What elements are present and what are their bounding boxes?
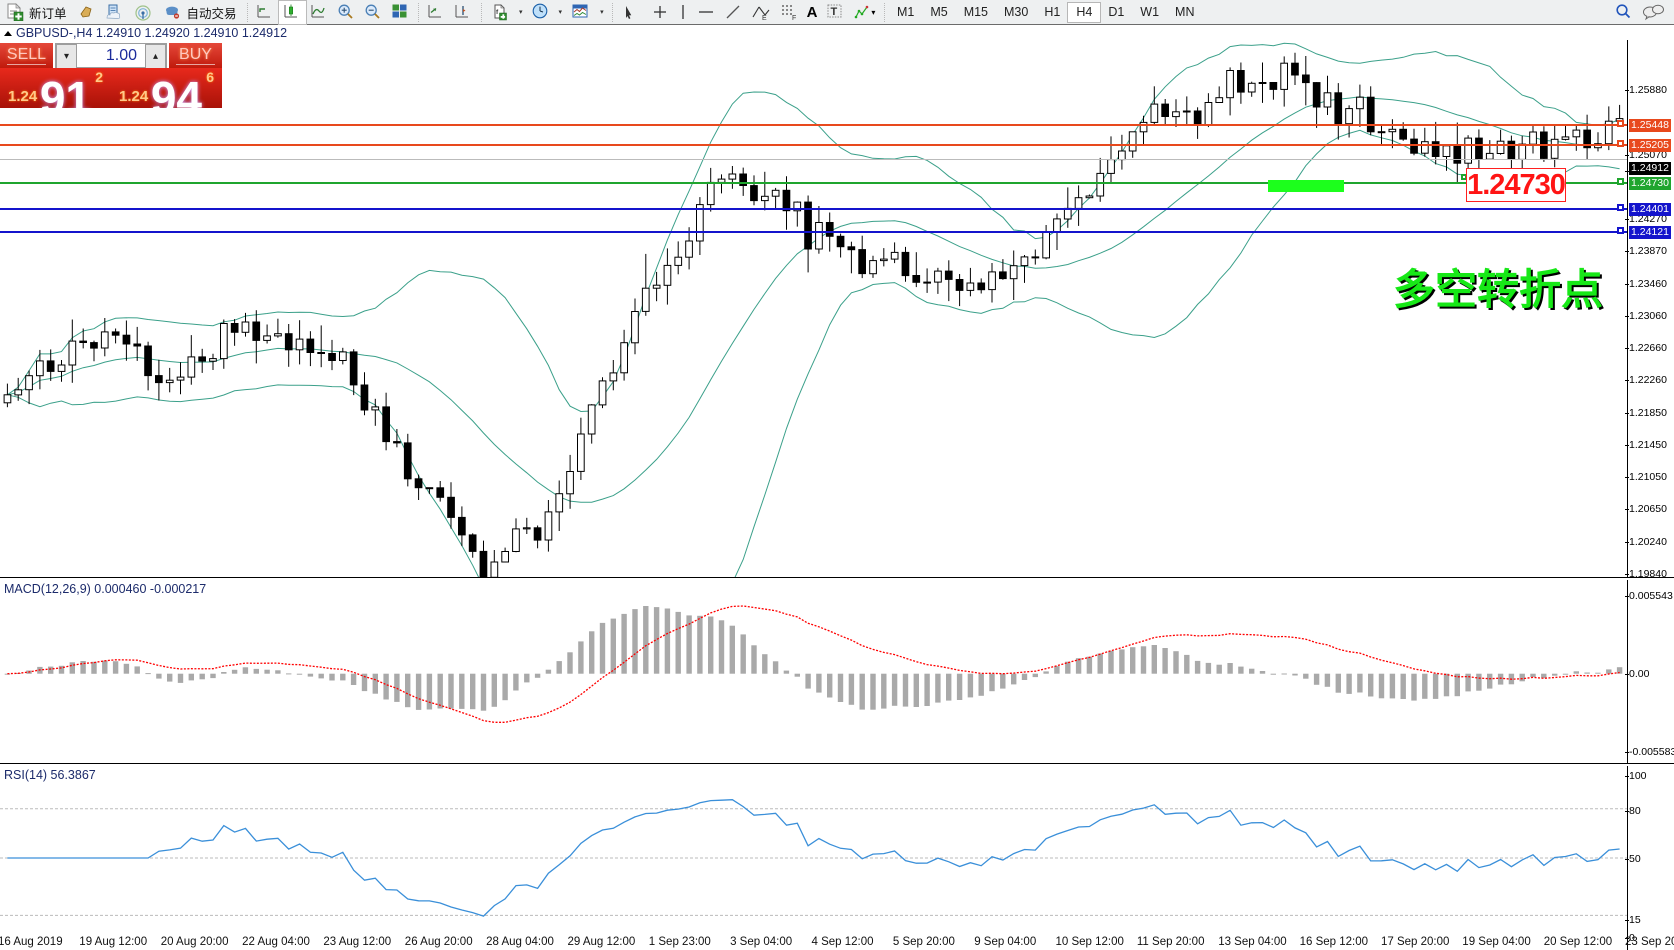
svg-text:E: E [762, 15, 767, 21]
svg-text:F: F [792, 15, 796, 21]
svg-text:T: T [831, 6, 838, 18]
